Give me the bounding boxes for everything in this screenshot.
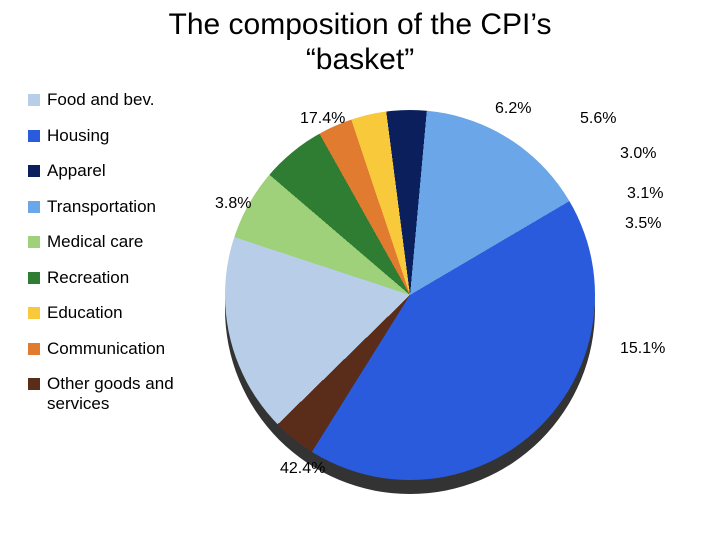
legend-item-food: Food and bev. [28,90,197,110]
title-line1: The composition of the CPI’s [169,8,552,41]
data-label-communication: 3.0% [620,145,656,163]
legend-item-communication: Communication [28,339,197,359]
data-label-apparel: 3.5% [625,215,661,233]
legend-label-apparel: Apparel [47,161,106,181]
pie-chart [225,110,595,480]
legend-swatch-other [28,378,40,390]
legend-item-apparel: Apparel [28,161,197,181]
legend-item-recreation: Recreation [28,268,197,288]
legend-swatch-food [28,94,40,106]
data-label-recreation: 5.6% [580,110,616,128]
legend-swatch-communication [28,343,40,355]
data-label-food: 17.4% [300,110,345,128]
legend-label-medical: Medical care [47,232,143,252]
legend-swatch-transportation [28,201,40,213]
legend-label-transportation: Transportation [47,197,156,217]
legend-swatch-recreation [28,272,40,284]
legend-label-other: Other goods and services [47,374,197,413]
legend-swatch-housing [28,130,40,142]
legend-swatch-apparel [28,165,40,177]
pie-face [225,110,595,480]
title-line2: “basket” [306,43,414,76]
data-label-transportation: 15.1% [620,340,665,358]
legend-swatch-medical [28,236,40,248]
legend-label-education: Education [47,303,123,323]
chart-title: The composition of the CPI’s “basket” [0,8,720,77]
legend-item-transportation: Transportation [28,197,197,217]
data-label-education: 3.1% [627,185,663,203]
data-label-medical: 6.2% [495,100,531,118]
legend-label-housing: Housing [47,126,109,146]
legend-label-communication: Communication [47,339,165,359]
legend-item-education: Education [28,303,197,323]
legend-swatch-education [28,307,40,319]
legend-label-food: Food and bev. [47,90,154,110]
data-label-other: 3.8% [215,195,251,213]
legend-item-other: Other goods and services [28,374,197,413]
legend-item-medical: Medical care [28,232,197,252]
legend-label-recreation: Recreation [47,268,129,288]
legend-item-housing: Housing [28,126,197,146]
legend: Food and bev. Housing Apparel Transportatio… [28,90,197,429]
data-label-housing: 42.4% [280,460,325,478]
